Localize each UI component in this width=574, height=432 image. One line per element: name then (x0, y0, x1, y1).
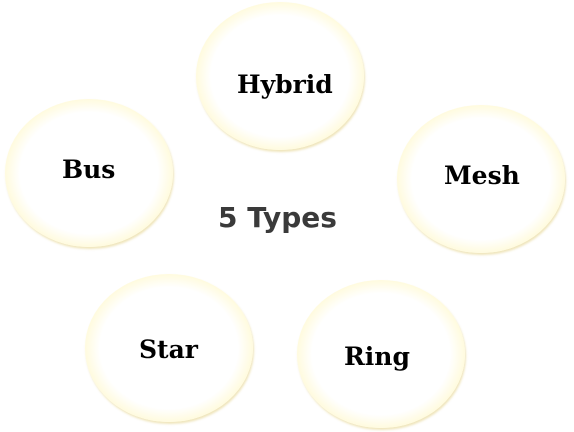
star-label: Star (139, 335, 198, 364)
hybrid-label: Hybrid (237, 70, 333, 99)
star-circle (85, 274, 253, 422)
mesh-circle (397, 105, 565, 253)
bus-label: Bus (62, 155, 116, 184)
center-title: 5 Types (218, 201, 337, 234)
hybrid-circle (196, 2, 364, 150)
ring-label: Ring (344, 342, 410, 371)
ring-circle (297, 280, 465, 428)
bus-circle (5, 99, 173, 247)
mesh-label: Mesh (444, 161, 520, 190)
